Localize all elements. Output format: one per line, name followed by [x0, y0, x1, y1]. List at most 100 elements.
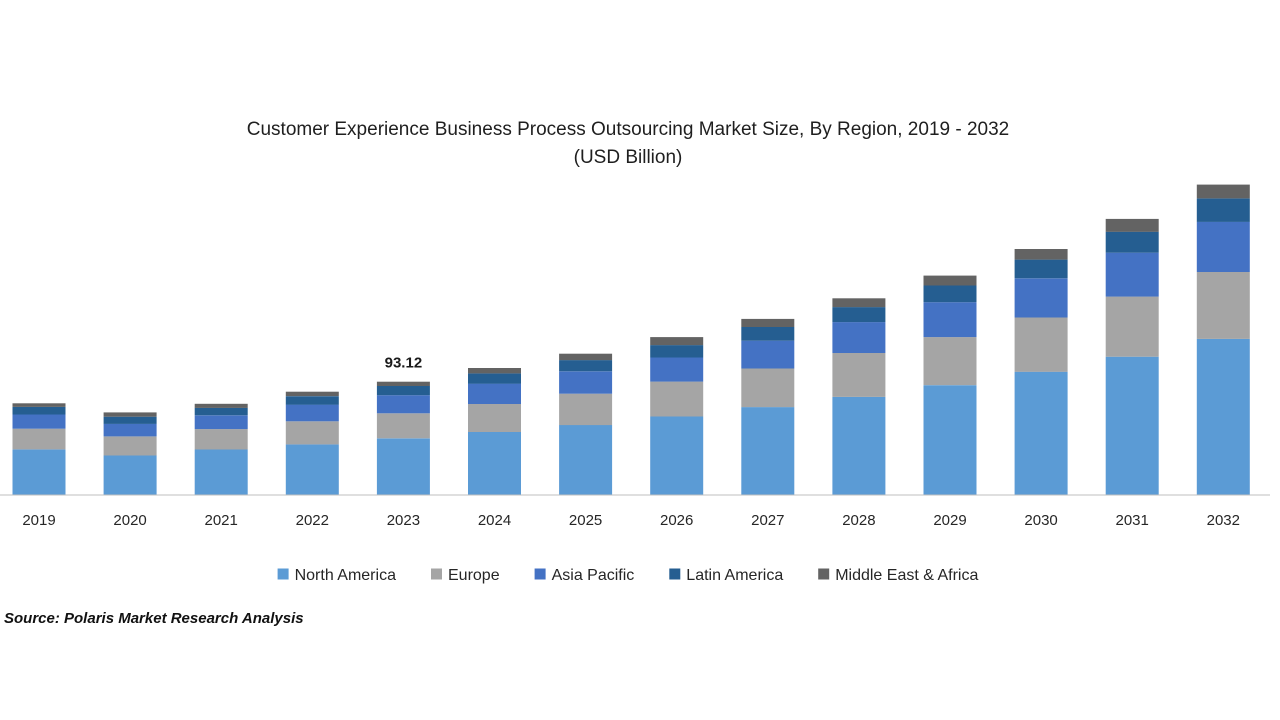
bar-segment-2023-europe	[376, 413, 430, 439]
x-tick-label-2030: 2030	[1024, 512, 1057, 529]
bar-segment-2027-north-america	[741, 407, 795, 495]
legend-label-middle-east-africa: Middle East & Africa	[835, 567, 978, 584]
bar-segment-2026-north-america	[650, 416, 704, 495]
bar-segment-2027-asia-pacific	[741, 340, 795, 369]
bar-segment-2026-latin-america	[650, 345, 704, 358]
bar-segment-2021-asia-pacific	[194, 415, 248, 430]
bar-segment-2031-latin-america	[1105, 231, 1159, 253]
x-tick-label-2031: 2031	[1116, 512, 1149, 529]
bar-segment-2031-europe	[1105, 296, 1159, 357]
bar-segment-2029-middle-east-africa	[923, 275, 977, 286]
bar-segment-2019-asia-pacific	[12, 414, 66, 429]
bar-segment-2025-latin-america	[559, 360, 613, 372]
legend-swatch-europe	[431, 568, 442, 580]
x-tick-label-2032: 2032	[1207, 512, 1240, 529]
bar-segment-2019-latin-america	[12, 406, 66, 415]
bars-layer	[12, 184, 1250, 495]
legend: North America Europe Asia Pacific Latin Ame…	[277, 567, 978, 584]
bar-segment-2032-north-america	[1196, 338, 1250, 495]
legend-swatch-north-america	[277, 568, 289, 580]
bar-segment-2031-middle-east-africa	[1105, 218, 1159, 232]
x-tick-label-2027: 2027	[751, 512, 784, 529]
bar-segment-2029-europe	[923, 337, 977, 386]
bar-segment-2023-middle-east-africa	[376, 381, 430, 386]
bar-segment-2023-asia-pacific	[376, 395, 430, 414]
bar-segment-2020-latin-america	[103, 416, 157, 424]
bar-segment-2019-north-america	[12, 449, 66, 495]
bar-segment-2032-middle-east-africa	[1196, 184, 1250, 199]
bar-segment-2022-latin-america	[285, 396, 339, 405]
legend-label-asia-pacific: Asia Pacific	[552, 567, 635, 584]
chart-title: Customer Experience Business Process Out…	[247, 119, 1009, 140]
legend-item-europe: Europe	[431, 567, 500, 584]
x-axis-ticks: 2019 2020 2021 2022 2023 2024 2025 2026 2027 2028…	[22, 512, 1240, 529]
bar-segment-2024-asia-pacific	[468, 383, 521, 404]
bar-segment-2021-north-america	[194, 449, 248, 495]
bar-segment-2028-latin-america	[832, 307, 886, 323]
bar-segment-2028-middle-east-africa	[832, 298, 886, 308]
bar-segment-2022-europe	[285, 421, 339, 445]
bar-segment-2021-middle-east-africa	[194, 403, 248, 408]
bar-segment-2032-europe	[1196, 272, 1250, 339]
bar-segment-2027-latin-america	[741, 327, 795, 341]
bar-segment-2026-europe	[650, 381, 704, 417]
legend-item-asia-pacific: Asia Pacific	[534, 567, 635, 584]
legend-item-north-america: North America	[277, 567, 396, 584]
x-tick-label-2024: 2024	[478, 512, 511, 529]
data-annotations: 93.12	[385, 355, 423, 372]
bar-segment-2031-asia-pacific	[1105, 252, 1159, 297]
bar-segment-2030-asia-pacific	[1014, 278, 1068, 318]
legend-label-latin-america: Latin America	[686, 567, 783, 584]
source-note: Source: Polaris Market Research Analysis	[4, 610, 304, 627]
bar-segment-2029-asia-pacific	[923, 302, 977, 338]
bar-segment-2020-middle-east-africa	[103, 412, 157, 417]
bar-segment-2030-north-america	[1014, 371, 1068, 495]
x-tick-label-2019: 2019	[22, 512, 55, 529]
bar-segment-2030-europe	[1014, 317, 1068, 372]
legend-label-europe: Europe	[448, 567, 500, 584]
x-tick-label-2029: 2029	[933, 512, 966, 529]
bar-segment-2032-latin-america	[1196, 198, 1250, 222]
bar-segment-2028-europe	[832, 353, 886, 397]
bar-segment-2020-asia-pacific	[103, 423, 157, 437]
bar-segment-2023-latin-america	[376, 386, 430, 396]
legend-label-north-america: North America	[295, 567, 396, 584]
x-tick-label-2022: 2022	[296, 512, 329, 529]
bar-segment-2026-asia-pacific	[650, 357, 704, 382]
bar-segment-2024-europe	[468, 404, 521, 432]
bar-segment-2027-middle-east-africa	[741, 318, 795, 327]
bar-segment-2022-north-america	[285, 444, 339, 495]
bar-segment-2021-europe	[194, 429, 248, 450]
bar-segment-2030-middle-east-africa	[1014, 249, 1068, 260]
bar-segment-2029-latin-america	[923, 285, 977, 303]
bar-segment-2023-north-america	[376, 438, 430, 495]
bar-segment-2022-asia-pacific	[285, 404, 339, 422]
bar-segment-2020-europe	[103, 436, 157, 456]
bar-segment-2032-asia-pacific	[1196, 221, 1250, 272]
x-tick-label-2026: 2026	[660, 512, 693, 529]
bar-segment-2019-europe	[12, 428, 66, 450]
bar-segment-2025-middle-east-africa	[559, 353, 613, 361]
x-tick-label-2025: 2025	[569, 512, 602, 529]
x-tick-label-2028: 2028	[842, 512, 875, 529]
bar-segment-2020-north-america	[103, 455, 157, 495]
x-tick-label-2023: 2023	[387, 512, 420, 529]
bar-segment-2028-north-america	[832, 396, 886, 495]
bar-segment-2024-middle-east-africa	[468, 368, 521, 374]
bar-segment-2029-north-america	[923, 385, 977, 495]
x-tick-label-2020: 2020	[113, 512, 146, 529]
bar-segment-2025-north-america	[559, 425, 613, 495]
chart-subtitle: (USD Billion)	[574, 147, 683, 168]
bar-segment-2021-latin-america	[194, 407, 248, 416]
x-tick-label-2021: 2021	[205, 512, 238, 529]
legend-item-latin-america: Latin America	[669, 567, 783, 584]
bar-segment-2025-asia-pacific	[559, 371, 613, 394]
bar-segment-2030-latin-america	[1014, 259, 1068, 279]
bar-segment-2031-north-america	[1105, 356, 1159, 495]
bar-segment-2022-middle-east-africa	[285, 391, 339, 397]
legend-swatch-latin-america	[669, 568, 681, 580]
bar-segment-2019-middle-east-africa	[12, 403, 66, 407]
bar-segment-2026-middle-east-africa	[650, 337, 704, 346]
data-label-2023: 93.12	[385, 355, 423, 372]
